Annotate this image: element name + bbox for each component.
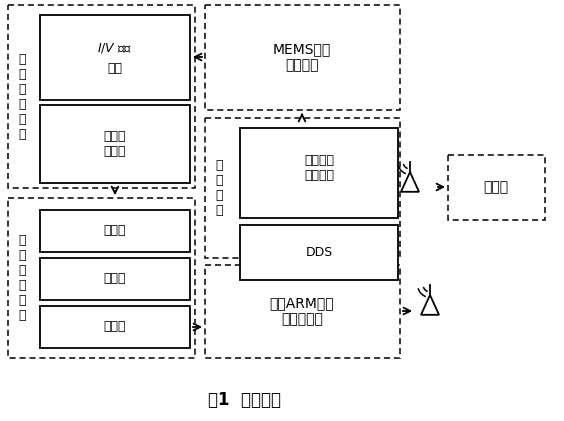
Text: 差分放
大电路: 差分放 大电路 <box>104 130 126 158</box>
Text: DDS: DDS <box>305 245 333 258</box>
Text: 基于ARM的中
心处理模块: 基于ARM的中 心处理模块 <box>270 296 334 326</box>
Text: $I/V$ 转换: $I/V$ 转换 <box>98 41 133 55</box>
Polygon shape <box>40 258 190 300</box>
Text: 跟随器: 跟随器 <box>104 272 126 285</box>
Text: 图1  系统框图: 图1 系统框图 <box>209 391 281 409</box>
Text: MEMS电场
敏感芯片: MEMS电场 敏感芯片 <box>273 42 331 72</box>
Polygon shape <box>40 306 190 348</box>
Text: 乘法器: 乘法器 <box>104 224 126 237</box>
Text: 双路对称
放大电路: 双路对称 放大电路 <box>304 154 334 182</box>
Text: 模
拟
解
调
电
路: 模 拟 解 调 电 路 <box>18 234 26 322</box>
Polygon shape <box>240 225 398 280</box>
Text: 前
置
放
大
电
路: 前 置 放 大 电 路 <box>18 53 26 141</box>
Text: 电路: 电路 <box>108 61 122 75</box>
Polygon shape <box>240 128 398 218</box>
Polygon shape <box>40 105 190 183</box>
Text: 驱
动
电
路: 驱 动 电 路 <box>215 159 223 217</box>
Polygon shape <box>40 15 190 100</box>
Polygon shape <box>40 210 190 252</box>
Text: 上位机: 上位机 <box>483 180 509 194</box>
Text: 滤波器: 滤波器 <box>104 320 126 333</box>
